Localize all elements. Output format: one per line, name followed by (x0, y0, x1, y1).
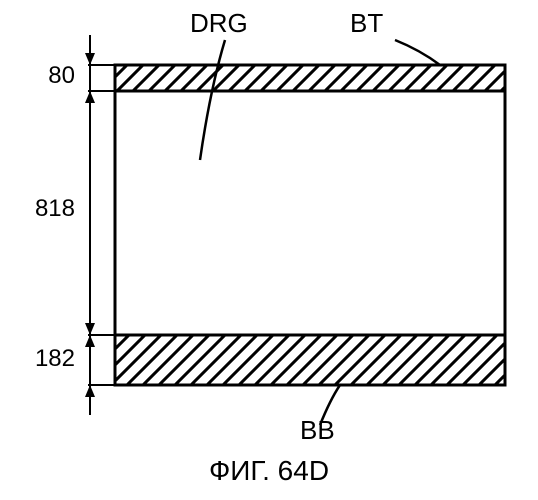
dim-bottom: 182 (20, 345, 75, 373)
figure-caption: ФИГ. 64D (0, 455, 538, 487)
bb-label: BB (300, 415, 335, 446)
bottom-layer (115, 335, 505, 385)
bt-label: BT (350, 8, 383, 39)
drg-label: DRG (190, 8, 248, 39)
dim-middle: 818 (20, 195, 75, 223)
dim-top: 80 (20, 62, 75, 90)
top-layer (115, 65, 505, 91)
middle-layer (115, 91, 505, 335)
